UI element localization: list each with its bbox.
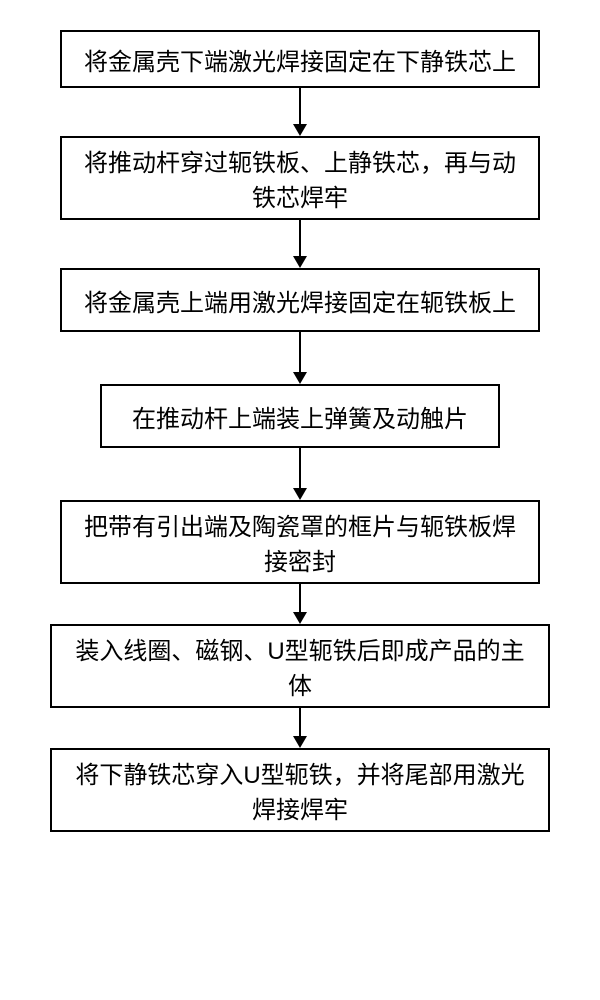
flow-node-n1: 将金属壳下端激光焊接固定在下静铁芯上 (60, 30, 540, 88)
arrow-head-icon (293, 372, 307, 384)
arrow-stem (299, 584, 301, 612)
flow-node-n7: 将下静铁芯穿入U型轭铁，并将尾部用激光焊接焊牢 (50, 748, 550, 832)
flow-node-text: 将下静铁芯穿入U型轭铁，并将尾部用激光 (75, 755, 524, 790)
flow-arrow (293, 332, 307, 384)
flowchart-container: 将金属壳下端激光焊接固定在下静铁芯上将推动杆穿过轭铁板、上静铁芯，再与动铁芯焊牢… (0, 0, 600, 832)
flow-node-text: 装入线圈、磁钢、U型轭铁后即成产品的主 (75, 631, 524, 666)
flow-node-text: 在推动杆上端装上弹簧及动触片 (132, 399, 468, 434)
flow-node-text: 铁芯焊牢 (252, 178, 348, 213)
arrow-head-icon (293, 124, 307, 136)
arrow-head-icon (293, 736, 307, 748)
flow-node-n6: 装入线圈、磁钢、U型轭铁后即成产品的主体 (50, 624, 550, 708)
flow-node-text: 焊接焊牢 (252, 790, 348, 825)
flow-arrow (293, 708, 307, 748)
flow-node-text: 体 (288, 666, 312, 701)
flow-node-n5: 把带有引出端及陶瓷罩的框片与轭铁板焊接密封 (60, 500, 540, 584)
flow-node-text: 将金属壳上端用激光焊接固定在轭铁板上 (84, 283, 516, 318)
flow-arrow (293, 88, 307, 136)
arrow-head-icon (293, 612, 307, 624)
flow-node-text: 将金属壳下端激光焊接固定在下静铁芯上 (84, 42, 516, 77)
flow-node-text: 将推动杆穿过轭铁板、上静铁芯，再与动 (84, 143, 516, 178)
flow-node-text: 接密封 (264, 542, 336, 577)
arrow-stem (299, 220, 301, 256)
arrow-stem (299, 448, 301, 488)
arrow-head-icon (293, 256, 307, 268)
arrow-head-icon (293, 488, 307, 500)
arrow-stem (299, 332, 301, 372)
arrow-stem (299, 88, 301, 124)
flow-node-n3: 将金属壳上端用激光焊接固定在轭铁板上 (60, 268, 540, 332)
flow-node-text: 把带有引出端及陶瓷罩的框片与轭铁板焊 (84, 507, 516, 542)
flow-node-n4: 在推动杆上端装上弹簧及动触片 (100, 384, 500, 448)
flow-arrow (293, 584, 307, 624)
flow-arrow (293, 448, 307, 500)
flow-node-n2: 将推动杆穿过轭铁板、上静铁芯，再与动铁芯焊牢 (60, 136, 540, 220)
flow-arrow (293, 220, 307, 268)
arrow-stem (299, 708, 301, 736)
